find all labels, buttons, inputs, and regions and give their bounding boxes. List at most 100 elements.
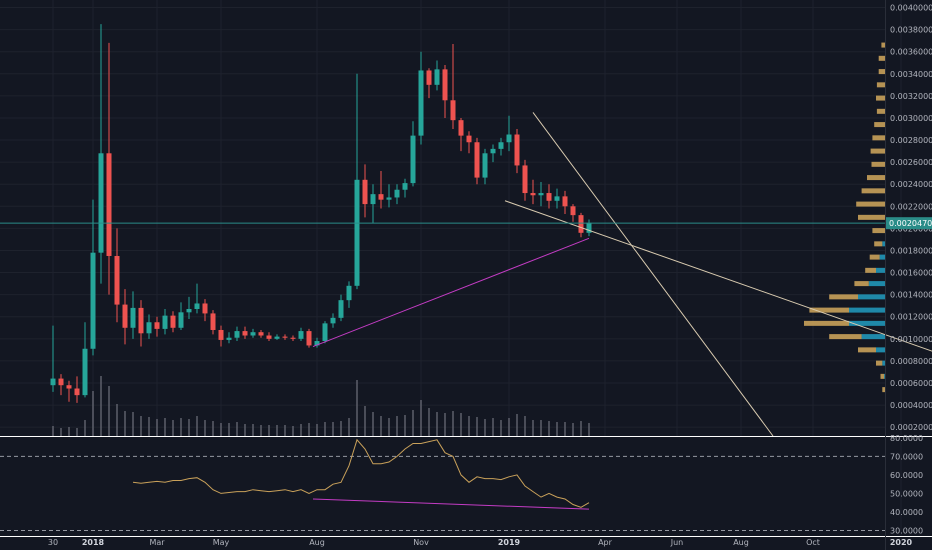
candle-body[interactable] xyxy=(170,315,176,328)
candle-body[interactable] xyxy=(258,332,264,336)
candle[interactable] xyxy=(98,24,104,284)
rsi-axis[interactable]: 80.0000 70.0000 60.0000 50.0000 40.0000 30.00… xyxy=(890,434,923,536)
candle[interactable] xyxy=(242,326,248,339)
candle[interactable] xyxy=(514,128,520,174)
candle-body[interactable] xyxy=(298,331,304,339)
candle[interactable] xyxy=(490,144,496,163)
candle[interactable] xyxy=(346,281,352,308)
candle-body[interactable] xyxy=(394,189,400,198)
candle[interactable] xyxy=(298,327,304,342)
candle[interactable] xyxy=(570,204,576,222)
trendline-price-support-divergence[interactable] xyxy=(312,237,590,348)
candle[interactable] xyxy=(258,329,264,338)
candle-body[interactable] xyxy=(338,300,344,318)
candle[interactable] xyxy=(210,310,216,335)
candle-body[interactable] xyxy=(522,165,528,194)
candle-body[interactable] xyxy=(426,70,432,85)
candle[interactable] xyxy=(274,334,280,340)
candle[interactable] xyxy=(122,289,128,345)
candle-body[interactable] xyxy=(578,215,584,233)
candle-body[interactable] xyxy=(530,193,536,196)
candle-body[interactable] xyxy=(466,135,472,143)
candle-body[interactable] xyxy=(570,206,576,216)
candle-body[interactable] xyxy=(450,100,456,121)
candle[interactable] xyxy=(386,184,392,208)
candle[interactable] xyxy=(394,184,400,205)
candle-body[interactable] xyxy=(138,307,144,334)
candle-body[interactable] xyxy=(66,385,72,389)
candle-body[interactable] xyxy=(290,337,296,339)
candle-body[interactable] xyxy=(482,153,488,178)
candle-body[interactable] xyxy=(490,148,496,154)
candle[interactable] xyxy=(234,326,240,342)
candle[interactable] xyxy=(442,64,448,118)
candle[interactable] xyxy=(450,43,456,129)
candle[interactable] xyxy=(130,291,136,339)
candle[interactable] xyxy=(538,182,544,207)
candle[interactable] xyxy=(74,376,80,403)
candle-body[interactable] xyxy=(282,336,288,338)
candle[interactable] xyxy=(66,380,72,402)
candle[interactable] xyxy=(218,325,224,347)
last-price-tag[interactable] xyxy=(886,217,932,230)
candle[interactable] xyxy=(290,335,296,342)
candle[interactable] xyxy=(250,328,256,338)
trendline-wedge-lower[interactable] xyxy=(504,200,932,436)
candle[interactable] xyxy=(114,228,120,323)
candle-body[interactable] xyxy=(178,312,184,328)
candle[interactable] xyxy=(106,42,112,295)
candle[interactable] xyxy=(178,302,184,330)
candle[interactable] xyxy=(146,314,152,339)
candle-body[interactable] xyxy=(130,307,136,328)
candle-body[interactable] xyxy=(106,153,112,256)
candle-body[interactable] xyxy=(442,69,448,101)
candle-body[interactable] xyxy=(122,304,128,328)
candle-body[interactable] xyxy=(146,322,152,334)
candle[interactable] xyxy=(58,374,64,396)
candle-body[interactable] xyxy=(210,313,216,330)
candle-body[interactable] xyxy=(362,179,368,205)
candle-body[interactable] xyxy=(250,332,256,336)
rsi-line[interactable] xyxy=(132,438,590,508)
candle[interactable] xyxy=(466,131,472,154)
candle[interactable] xyxy=(50,325,56,392)
candle-body[interactable] xyxy=(306,331,312,346)
candle[interactable] xyxy=(418,51,424,145)
candle-body[interactable] xyxy=(402,183,408,190)
candle[interactable] xyxy=(578,212,584,238)
candle[interactable] xyxy=(370,184,376,223)
candle-body[interactable] xyxy=(242,331,248,336)
candle-body[interactable] xyxy=(218,329,224,340)
candle[interactable] xyxy=(378,170,384,209)
candle[interactable] xyxy=(426,68,432,99)
candle-body[interactable] xyxy=(266,335,272,339)
candle[interactable] xyxy=(194,283,200,314)
candle[interactable] xyxy=(354,73,360,290)
candle-body[interactable] xyxy=(474,142,480,178)
candle-body[interactable] xyxy=(234,331,240,338)
candle-body[interactable] xyxy=(114,255,120,305)
candle-body[interactable] xyxy=(226,337,232,340)
candle-body[interactable] xyxy=(346,285,352,301)
candle-body[interactable] xyxy=(586,222,592,233)
candle-body[interactable] xyxy=(58,378,64,386)
candle[interactable] xyxy=(162,309,168,335)
candlestick-series[interactable] xyxy=(50,24,592,403)
candle[interactable] xyxy=(410,121,416,187)
candle-body[interactable] xyxy=(90,252,96,349)
trendline-wedge-upper[interactable] xyxy=(532,112,774,437)
candle[interactable] xyxy=(330,313,336,328)
candle-body[interactable] xyxy=(506,134,512,143)
trendlines[interactable] xyxy=(312,112,932,437)
time-axis[interactable]: 302018MarMayAugNov2019AprJunAugOct2020Ap… xyxy=(48,538,932,547)
candle-body[interactable] xyxy=(74,388,80,396)
candle[interactable] xyxy=(498,137,504,156)
candle[interactable] xyxy=(226,332,232,344)
candle[interactable] xyxy=(314,337,320,348)
candle[interactable] xyxy=(530,179,536,205)
candle-body[interactable] xyxy=(546,193,552,201)
candle[interactable] xyxy=(282,334,288,340)
candle[interactable] xyxy=(170,311,176,333)
